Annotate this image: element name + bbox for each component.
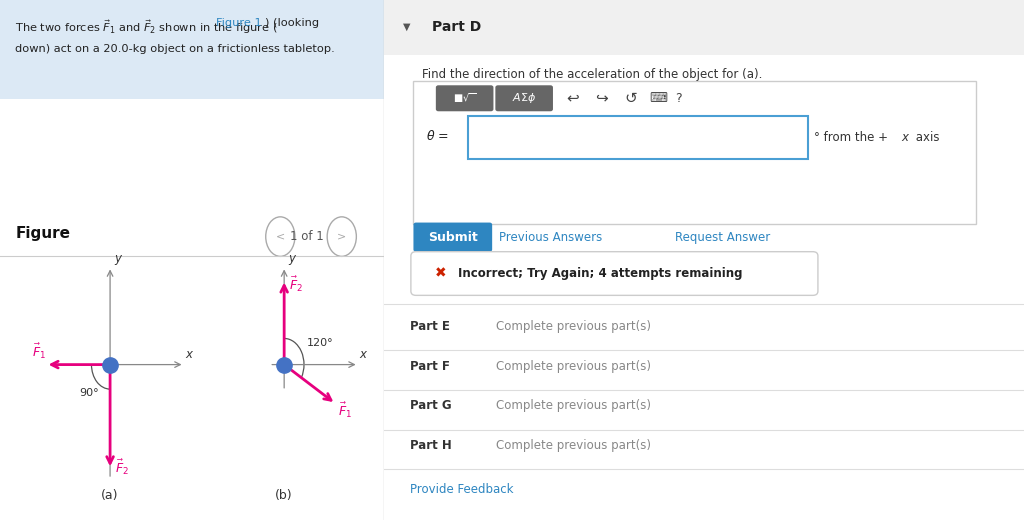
Text: x: x [901,131,908,144]
Bar [0,0,384,99]
Text: <: < [275,231,285,241]
Text: ° from the +: ° from the + [814,131,888,144]
Text: axis: axis [912,131,939,144]
Text: 90°: 90° [79,388,99,398]
Text: Complete previous part(s): Complete previous part(s) [496,439,651,452]
Text: Complete previous part(s): Complete previous part(s) [496,320,651,333]
Text: ↪: ↪ [595,91,608,106]
Text: (a): (a) [101,489,119,502]
Circle shape [266,217,295,256]
Text: x: x [359,348,367,361]
Text: y: y [288,252,295,265]
Text: $\theta$ =: $\theta$ = [426,129,449,143]
Text: 1 of 1: 1 of 1 [291,229,324,242]
Text: $\vec{F}_2$: $\vec{F}_2$ [115,457,129,476]
Text: ▼: ▼ [403,22,411,32]
Text: $A\Sigma\phi$: $A\Sigma\phi$ [512,92,537,105]
Text: y: y [114,252,121,265]
Text: Part H: Part H [410,439,452,452]
Text: down) act on a 20.0-kg object on a frictionless tabletop.: down) act on a 20.0-kg object on a frict… [15,44,335,54]
Text: >: > [337,231,346,241]
Text: ?: ? [675,92,682,105]
Text: $\vec{F}_1$: $\vec{F}_1$ [338,400,352,420]
Text: $\vec{F}_1$: $\vec{F}_1$ [32,342,46,361]
Text: Previous Answers: Previous Answers [500,231,602,243]
FancyBboxPatch shape [496,85,553,111]
Text: Part E: Part E [410,320,450,333]
Text: Find the direction of the acceleration of the object for (a).: Find the direction of the acceleration o… [422,68,763,81]
Text: Provide Feedback: Provide Feedback [410,483,513,496]
Text: Part F: Part F [410,360,450,373]
Text: Complete previous part(s): Complete previous part(s) [496,399,651,412]
Text: ↺: ↺ [624,91,637,106]
Text: 120°: 120° [306,339,333,348]
Text: ↩: ↩ [566,91,580,106]
Text: $\vec{F}_2$: $\vec{F}_2$ [289,274,303,293]
Text: ) (looking: ) (looking [265,18,319,28]
FancyBboxPatch shape [413,81,976,224]
Text: x: x [185,348,193,361]
FancyBboxPatch shape [436,85,494,111]
Text: Part D: Part D [432,20,481,34]
FancyBboxPatch shape [469,116,808,159]
Text: Figure: Figure [15,226,71,241]
Text: Figure 1: Figure 1 [216,18,262,28]
Circle shape [328,217,356,256]
Bar [384,0,1024,55]
Text: Incorrect; Try Again; 4 attempts remaining: Incorrect; Try Again; 4 attempts remaini… [458,267,742,280]
Text: Part G: Part G [410,399,452,412]
FancyBboxPatch shape [411,252,818,295]
Text: ✖: ✖ [435,267,446,280]
Text: $\blacksquare\sqrt{\ }$: $\blacksquare\sqrt{\ }$ [454,92,476,105]
Text: Submit: Submit [428,231,478,243]
Text: Request Answer: Request Answer [675,231,770,243]
Text: (b): (b) [275,489,293,502]
FancyBboxPatch shape [414,223,493,252]
Text: The two forces $\vec{F}_1$ and $\vec{F}_2$ shown in the figure (: The two forces $\vec{F}_1$ and $\vec{F}_… [15,18,279,36]
Text: ⌨: ⌨ [649,92,668,105]
Text: Complete previous part(s): Complete previous part(s) [496,360,651,373]
